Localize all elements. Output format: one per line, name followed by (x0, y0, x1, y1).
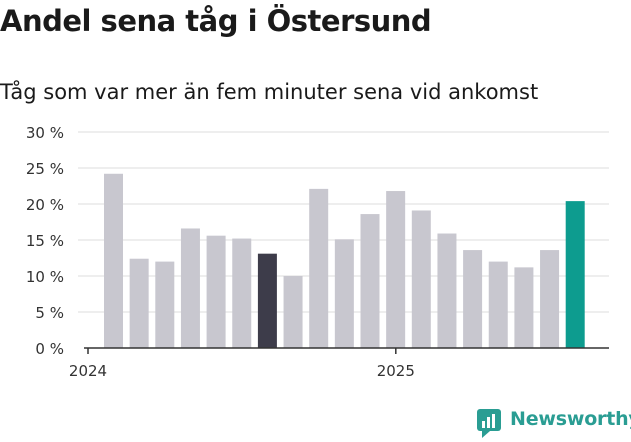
bar (411, 210, 431, 348)
bar (565, 201, 585, 348)
y-tick-label: 20 % (26, 196, 64, 214)
bar (155, 261, 175, 348)
y-tick-label: 10 % (26, 268, 64, 286)
y-tick-label: 30 % (26, 124, 64, 142)
bar (540, 250, 560, 348)
bar (309, 188, 329, 348)
bar (463, 250, 483, 348)
bar (386, 191, 406, 348)
y-tick-label: 5 % (35, 304, 64, 322)
bar (206, 235, 226, 348)
bar-chart: 0 % 5 % 10 % 15 % 20 % 25 % 30 % 2024 2025 (26, 124, 609, 380)
bar (180, 228, 200, 348)
chart-subtitle: Tåg som var mer än fem minuter sena vid … (0, 80, 539, 104)
y-tick-label: 25 % (26, 160, 64, 178)
bar (283, 276, 303, 348)
chart-title: Andel sena tåg i Östersund (0, 4, 432, 38)
bar (488, 261, 508, 348)
newsworthy-logo-icon (477, 409, 501, 438)
bar (129, 258, 149, 348)
newsworthy-logo-text: Newsworthy (510, 408, 631, 430)
bar (334, 239, 354, 348)
bar (360, 214, 380, 348)
x-tick-label: 2025 (377, 362, 415, 380)
bar (437, 233, 457, 348)
newsworthy-logo: Newsworthy (476, 408, 631, 438)
bar (232, 238, 252, 348)
bar (257, 253, 277, 348)
bar (104, 173, 123, 348)
y-tick-label: 0 % (35, 340, 64, 358)
bar (514, 267, 534, 348)
y-tick-label: 15 % (26, 232, 64, 250)
x-tick-label: 2024 (69, 362, 107, 380)
